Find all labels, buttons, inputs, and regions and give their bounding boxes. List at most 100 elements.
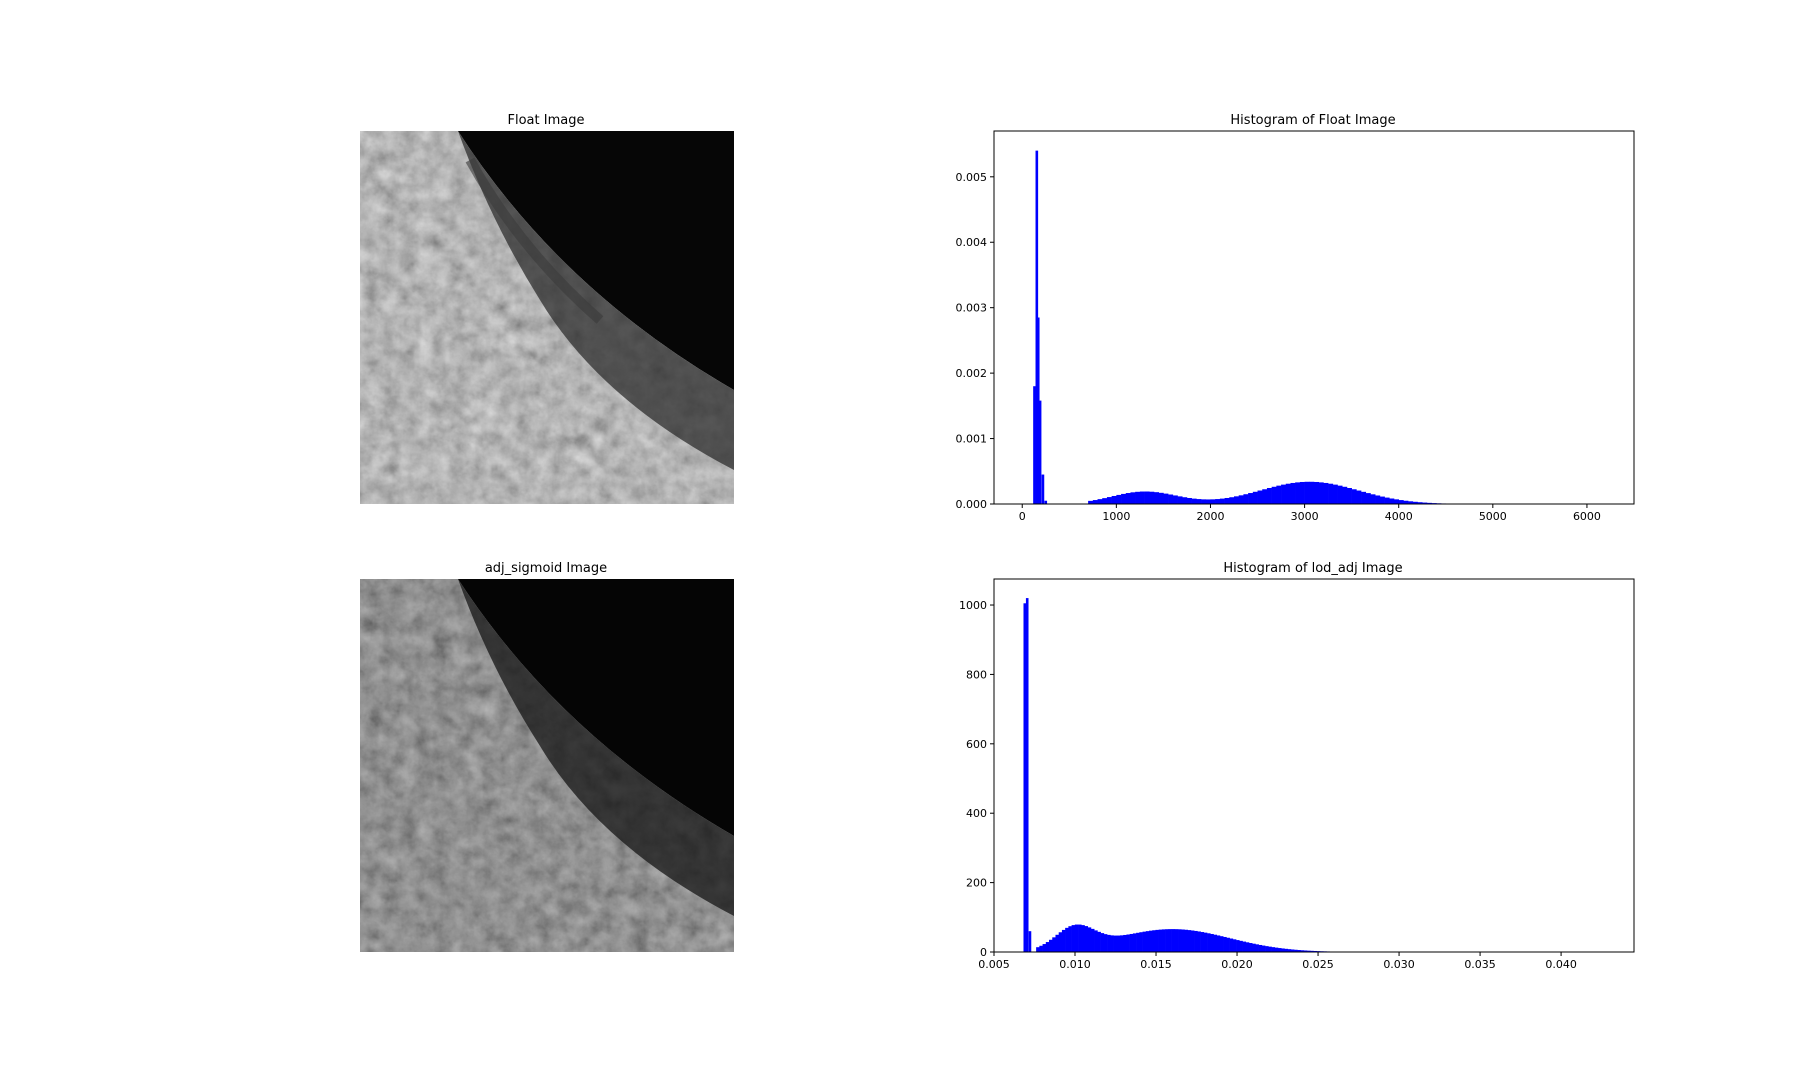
histogram-lod-adj-bar <box>1145 931 1150 952</box>
histogram-float-bar <box>1408 501 1414 504</box>
histogram-float-bar <box>1252 491 1258 504</box>
histogram-lod-adj-bar <box>1281 948 1285 952</box>
histogram-lod-adj-spike-bar <box>1028 931 1032 952</box>
histogram-float-spike-bar <box>1038 400 1042 504</box>
histogram-lod-adj-bar <box>1303 950 1308 952</box>
histogram-float-panel: Histogram of Float Image 0 1000 2000 3000 40… <box>956 113 1635 523</box>
histogram-float-bar <box>1266 487 1272 504</box>
histogram-lod-adj-bar <box>1049 939 1053 952</box>
histogram-lod-adj-bar <box>1142 931 1147 952</box>
histogram-float-bar <box>1337 485 1343 504</box>
histogram-lod-adj-bar <box>1065 927 1069 952</box>
histogram-lod-adj-bar <box>1242 941 1247 952</box>
histogram-float-bar <box>1224 497 1230 504</box>
histogram-float-bar <box>1196 499 1202 504</box>
histogram-float-bar <box>1238 495 1244 504</box>
histogram-lod-adj-bar <box>1278 948 1282 952</box>
histogram-float-bar <box>1389 498 1395 504</box>
histogram-float-x-tick-label: 4000 <box>1385 510 1413 523</box>
histogram-lod-adj-bar <box>1203 932 1208 952</box>
histogram-float-bar <box>1351 489 1357 504</box>
histogram-float-bar <box>1346 488 1352 504</box>
histogram-float-bar <box>1365 493 1371 504</box>
histogram-lod-adj-bar <box>1110 935 1114 952</box>
histogram-float-y-tick-label: 0.002 <box>956 367 988 380</box>
histogram-float-y-tick-label: 0.004 <box>956 236 988 249</box>
histogram-float-x-tick-label: 0 <box>1019 510 1026 523</box>
histogram-float-bar <box>1125 493 1131 504</box>
histogram-lod-adj-bar <box>1265 946 1269 952</box>
histogram-lod-adj-bar <box>1229 938 1234 952</box>
histogram-lod-adj-x-tick-label: 0.015 <box>1140 958 1172 971</box>
histogram-lod-adj-bar <box>1200 932 1205 952</box>
histogram-lod-adj-bar <box>1055 934 1060 952</box>
histogram-float-x-tick-label: 5000 <box>1479 510 1507 523</box>
histogram-float-bar <box>1281 484 1287 504</box>
histogram-lod-adj-y-tick-label: 600 <box>966 738 987 751</box>
histogram-float-bar <box>1191 498 1197 504</box>
histogram-lod-adj-x-tick-label: 0.005 <box>978 958 1010 971</box>
histogram-float-y-tick-label: 0.000 <box>956 498 988 511</box>
histogram-lod-adj-bar <box>1184 929 1189 952</box>
histogram-lod-adj-bar <box>1178 929 1182 952</box>
histogram-float-axes-frame <box>993 130 1635 505</box>
histogram-lod-adj-bar <box>1261 945 1266 952</box>
histogram-float-bar <box>1229 497 1235 504</box>
histogram-lod-adj-bar <box>1158 929 1163 952</box>
histogram-float-bar <box>1309 481 1315 504</box>
histogram-lod-adj-bar <box>1187 930 1192 952</box>
histogram-lod-adj-bar <box>1248 943 1253 952</box>
histogram-lod-adj-x-tick-label: 0.035 <box>1464 958 1496 971</box>
histogram-lod-adj-bar <box>1274 947 1279 952</box>
histogram-float-bar <box>1092 500 1098 504</box>
histogram-float-bar <box>1102 498 1108 504</box>
histogram-float-spike-bar <box>1033 386 1036 504</box>
histogram-lod-adj-bar <box>1155 929 1159 952</box>
histogram-float-bar <box>1318 482 1324 504</box>
histogram-lod-adj-bar <box>1103 934 1108 952</box>
histogram-lod-adj-bar <box>1207 933 1211 952</box>
float-image-title: Float Image <box>508 113 585 128</box>
histogram-float-spike-bar <box>1041 474 1045 504</box>
histogram-float-x-tick-label: 2000 <box>1196 510 1224 523</box>
histogram-float-bar <box>1257 490 1263 504</box>
histogram-float-bar <box>1342 486 1348 504</box>
histogram-float-bar <box>1243 494 1249 504</box>
histogram-float-bar <box>1314 481 1320 504</box>
histogram-float-bar <box>1116 494 1122 504</box>
histogram-float-bar <box>1328 483 1334 504</box>
histogram-lod-adj-y-tick-label: 400 <box>966 807 987 820</box>
histogram-lod-adj-spike-bar <box>1025 598 1029 952</box>
histogram-lod-adj-bar <box>1139 932 1143 952</box>
histogram-lod-adj-bar <box>1165 929 1169 952</box>
histogram-lod-adj-bar <box>1039 945 1043 952</box>
histogram-lod-adj-bar <box>1036 947 1040 952</box>
histogram-float-bar <box>1215 499 1221 504</box>
histogram-float-bar <box>1135 491 1141 504</box>
histogram-float-bar <box>1271 486 1277 504</box>
histogram-lod-adj-bar <box>1129 933 1134 952</box>
histogram-lod-adj-bar <box>1090 928 1095 952</box>
histogram-lod-adj-bar <box>1061 929 1066 952</box>
histogram-lod-adj-bar <box>1284 948 1288 952</box>
histogram-float-bar <box>1290 482 1296 504</box>
histogram-lod-adj-bar <box>1194 930 1198 952</box>
histogram-float-spike-bar <box>1036 317 1040 504</box>
histogram-float-bar <box>1323 482 1329 504</box>
histogram-lod-adj-bar <box>1084 926 1089 952</box>
histogram-lod-adj-y-tick-label: 0 <box>980 946 987 959</box>
histogram-lod-adj-x-tick-label: 0.030 <box>1383 958 1415 971</box>
histogram-lod-adj-bar <box>1171 929 1176 952</box>
histogram-lod-adj-bar <box>1258 944 1263 952</box>
histogram-float-bar <box>1248 493 1254 504</box>
adj-sigmoid-image-panel: adj_sigmoid Image <box>360 561 734 952</box>
histogram-lod-adj-bar <box>1113 935 1118 952</box>
histogram-lod-adj-axes-frame <box>993 578 1635 953</box>
histogram-lod-adj-bar <box>1100 933 1105 952</box>
histogram-float-bar <box>1097 499 1103 504</box>
histogram-float-bar <box>1144 491 1150 504</box>
histogram-lod-adj-bar <box>1271 947 1276 952</box>
histogram-float-y-axis: 0.000 0.001 0.002 0.003 0.004 0.005 <box>956 171 994 511</box>
histogram-lod-adj-bar <box>1232 939 1237 952</box>
histogram-float-bar <box>1130 492 1136 504</box>
